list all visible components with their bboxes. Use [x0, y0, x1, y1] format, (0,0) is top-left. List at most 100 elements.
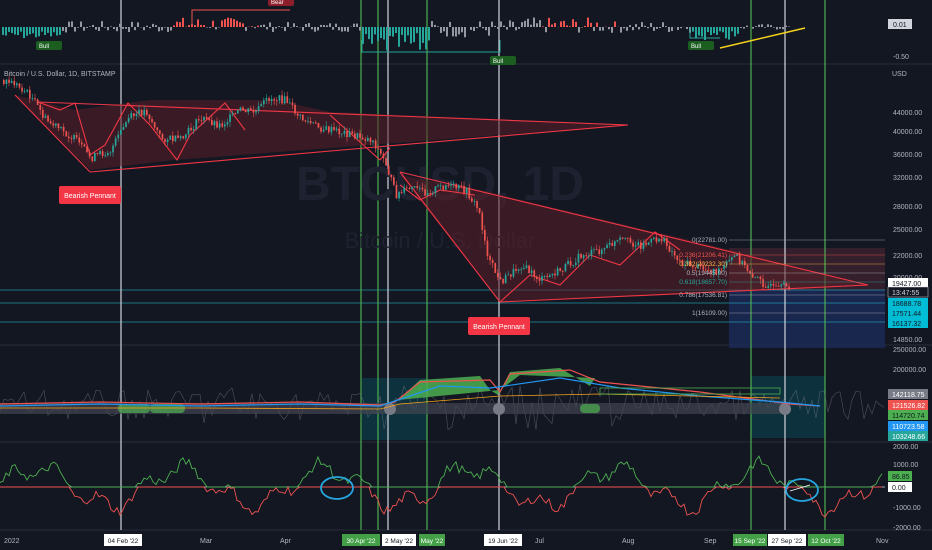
- oscillator-bar: [671, 27, 673, 32]
- pattern-line: [379, 147, 391, 161]
- fib-level-label: 0(22781.00): [692, 237, 727, 244]
- price-badge-text: 17571.44: [892, 311, 921, 318]
- oscillator-bar: [425, 27, 427, 50]
- candle-body: [582, 255, 585, 258]
- candle-body: [23, 91, 26, 93]
- candle-body: [728, 260, 731, 262]
- candle-body: [49, 121, 52, 124]
- time-marker: [419, 534, 445, 546]
- oscillator-bar: [626, 27, 628, 31]
- candle-body: [715, 268, 718, 274]
- oscillator-bar: [635, 24, 637, 27]
- candle-body: [289, 102, 291, 104]
- candle-body: [429, 193, 432, 194]
- candle-body: [738, 254, 741, 264]
- oscillator-bar: [317, 27, 319, 31]
- candle-body: [39, 104, 42, 110]
- candle-body: [629, 238, 632, 243]
- oscillator-bar: [461, 27, 463, 33]
- time-axis-label: Jul: [535, 538, 544, 545]
- signal-line: [361, 40, 501, 53]
- oscillator-bar: [416, 27, 418, 34]
- oscillator-bar: [326, 25, 328, 27]
- oscillator-bar: [686, 27, 688, 30]
- symbol-label: Bitcoin / U.S. Dollar, 1D, BITSTAMP: [4, 71, 116, 78]
- candle-body: [741, 260, 744, 264]
- candle-body: [351, 131, 354, 134]
- oscillator-bar: [242, 23, 244, 27]
- oscillator-bar: [563, 20, 565, 27]
- candle-body: [307, 121, 309, 122]
- oscillator-bar: [251, 26, 253, 27]
- candle-body: [325, 126, 328, 130]
- candle-body: [153, 122, 156, 128]
- oscillator-bar: [194, 25, 196, 27]
- time-marker: [104, 534, 142, 546]
- candle-body: [211, 120, 213, 126]
- candle-body: [302, 114, 304, 121]
- candle-body: [234, 113, 237, 114]
- oscillator-bar: [530, 24, 532, 27]
- candle-body: [759, 276, 762, 280]
- oscillator-bar: [422, 27, 424, 43]
- candle-body: [250, 108, 252, 110]
- candle-body: [676, 255, 679, 261]
- candle-body: [473, 201, 476, 202]
- candle-body: [387, 165, 390, 175]
- oscillator-bar: [107, 27, 109, 31]
- candle-body: [762, 279, 764, 287]
- oscillator-bar: [122, 27, 124, 29]
- oscillator-axis-label: 1000.00: [893, 462, 918, 469]
- oscillator-bar: [323, 25, 325, 27]
- oscillator-bar: [650, 23, 652, 27]
- candle-body: [333, 127, 335, 131]
- oscillator-bar: [392, 27, 394, 37]
- oscillator-bar: [119, 23, 121, 27]
- oscillator-bar: [770, 25, 772, 27]
- oscillator-bar: [584, 25, 586, 27]
- bull-label-bg: [490, 56, 516, 65]
- candle-body: [265, 98, 268, 101]
- candle-body: [575, 262, 577, 266]
- candle-body: [127, 117, 130, 123]
- candle-body: [764, 286, 767, 288]
- oscillator-bar: [551, 24, 553, 27]
- candle-body: [346, 130, 348, 138]
- oscillator-bar: [785, 25, 787, 27]
- oscillator-bar: [545, 27, 547, 33]
- candle-body: [31, 98, 34, 99]
- candle-body: [156, 127, 159, 131]
- oscillator-bar: [260, 25, 262, 27]
- oscillator-bar: [203, 25, 205, 27]
- candle-body: [559, 268, 562, 272]
- oscillator-bar: [752, 27, 754, 29]
- candle-body: [484, 229, 486, 241]
- oscillator-bar: [281, 27, 283, 28]
- price-badge-text: 13:47:55: [892, 290, 919, 297]
- candle-body: [78, 137, 81, 143]
- candle-body: [499, 277, 502, 279]
- oscillator-bar: [284, 27, 286, 32]
- oscillator-bar: [569, 26, 571, 27]
- candle-body: [504, 275, 507, 284]
- candle-body: [754, 277, 757, 279]
- currency-label: USD: [892, 71, 907, 78]
- oscillator-bar: [590, 22, 592, 27]
- bear-label: Bear: [271, 0, 284, 6]
- candle-body: [507, 274, 510, 276]
- candle-body: [419, 187, 421, 189]
- candle-body: [75, 134, 78, 138]
- candle-body: [712, 268, 715, 275]
- candle-body: [198, 119, 200, 121]
- oscillator-bar: [347, 27, 349, 32]
- candle-body: [224, 124, 226, 127]
- oscillator-bar: [272, 27, 274, 32]
- candle-body: [634, 245, 637, 247]
- oscillator-bar: [698, 27, 700, 36]
- candle-body: [603, 248, 606, 250]
- candle-body: [608, 242, 611, 245]
- candle-body: [247, 108, 250, 113]
- indicator-badge-text: 121526.82: [892, 403, 925, 410]
- candle-body: [445, 185, 447, 190]
